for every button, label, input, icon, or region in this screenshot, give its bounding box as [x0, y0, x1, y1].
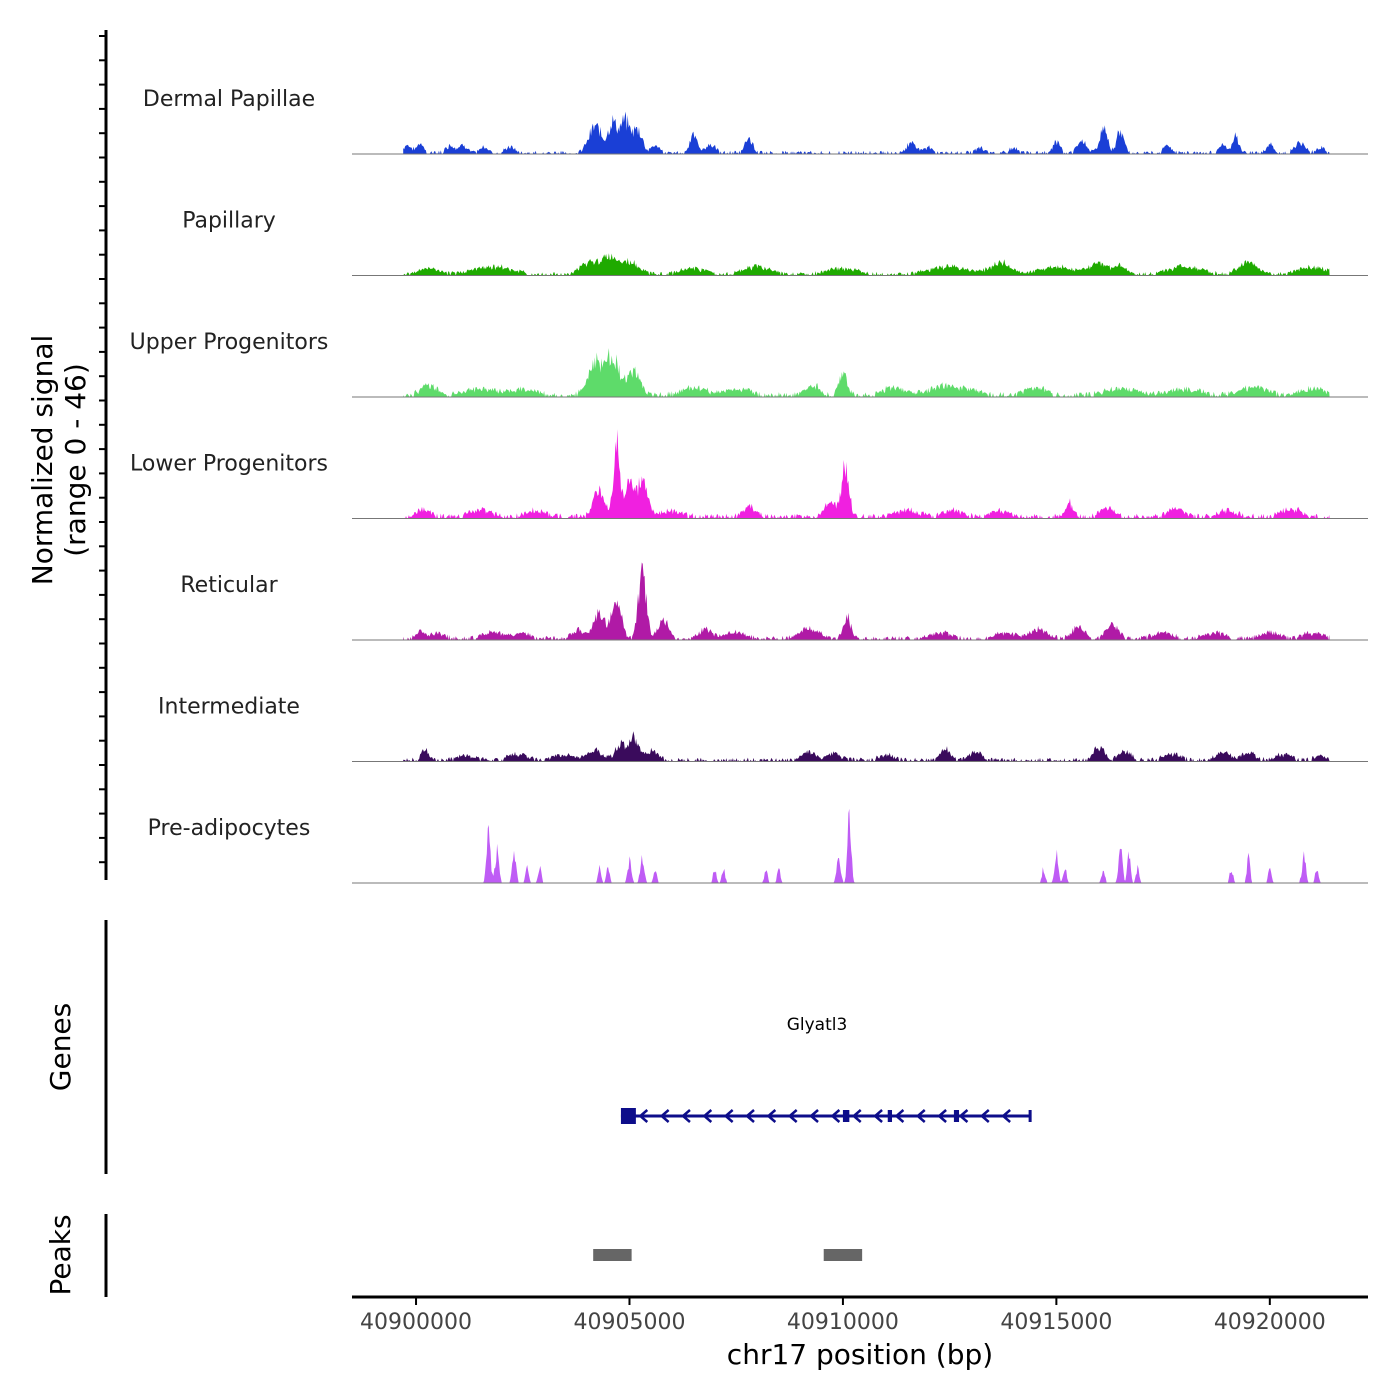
x-tick-label: 40905000	[573, 1310, 685, 1335]
gene-exon	[953, 1110, 960, 1122]
x-tick-label: 40900000	[360, 1310, 472, 1335]
gene-exon	[1028, 1110, 1032, 1122]
strand-arrow	[830, 1109, 841, 1123]
strand-arrow	[979, 1109, 990, 1123]
strand-arrow	[937, 1109, 947, 1123]
coverage-area	[403, 253, 1330, 276]
coverage-area	[403, 111, 1330, 154]
coverage-area	[403, 808, 1330, 883]
gene-name-label: Glyatl3	[787, 1015, 848, 1035]
peak-region	[823, 1249, 863, 1261]
track-reticular: Reticular	[180, 562, 1368, 641]
gene-exon	[842, 1110, 850, 1122]
coverage-area	[403, 348, 1330, 397]
strand-arrow	[809, 1109, 819, 1123]
x-tick-label: 40910000	[787, 1310, 899, 1335]
y-axis-label-line1: Normalized signal	[26, 335, 59, 586]
track-lower-progenitors: Lower Progenitors	[130, 429, 1368, 519]
strand-arrow	[745, 1109, 755, 1123]
track-papillary: Papillary	[182, 209, 1368, 276]
x-axis-label: chr17 position (bp)	[727, 1338, 993, 1371]
strand-arrow	[958, 1109, 969, 1123]
track-label: Reticular	[180, 573, 278, 598]
track-label: Intermediate	[158, 695, 300, 720]
track-upper-progenitors: Upper Progenitors	[130, 330, 1368, 398]
track-intermediate: Intermediate	[158, 695, 1368, 762]
track-label: Papillary	[182, 209, 276, 234]
strand-arrow	[702, 1109, 713, 1123]
strand-arrow	[873, 1109, 883, 1123]
genes-panel-label: Genes	[44, 1003, 77, 1091]
strand-arrow	[894, 1109, 905, 1123]
peaks-panel-label: Peaks	[44, 1214, 77, 1295]
strand-arrow	[681, 1109, 691, 1123]
track-dermal-papillae: Dermal Papillae	[143, 87, 1368, 155]
strand-arrow	[851, 1109, 862, 1123]
x-tick-label: 40920000	[1214, 1310, 1326, 1335]
gene-exon	[887, 1110, 893, 1122]
coverage-area	[403, 731, 1330, 762]
x-tick-label: 40915000	[1000, 1310, 1112, 1335]
strand-arrow	[766, 1109, 777, 1123]
strand-arrow	[659, 1109, 670, 1123]
track-label: Pre-adipocytes	[148, 816, 311, 841]
strand-arrow	[723, 1109, 734, 1123]
strand-arrow	[915, 1109, 926, 1123]
track-label: Dermal Papillae	[143, 87, 315, 112]
peak-region	[593, 1249, 632, 1261]
strand-arrow	[638, 1109, 649, 1123]
track-pre-adipocytes: Pre-adipocytes	[148, 808, 1368, 884]
y-axis-label-line2: (range 0 - 46)	[59, 363, 92, 557]
track-label: Lower Progenitors	[130, 452, 328, 477]
track-label: Upper Progenitors	[130, 330, 329, 355]
coverage-area	[403, 562, 1330, 640]
coverage-area	[403, 429, 1330, 519]
gene-exon	[620, 1108, 636, 1124]
strand-arrow	[1001, 1109, 1011, 1123]
strand-arrow	[787, 1109, 798, 1123]
